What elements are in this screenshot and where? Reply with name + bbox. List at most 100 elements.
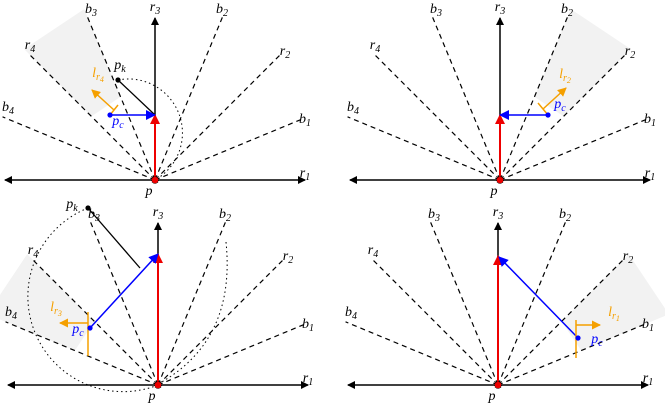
label: r1 (645, 166, 655, 183)
label-sub: 4 (354, 106, 359, 117)
label-sub: c (598, 338, 603, 349)
label: b4 (347, 100, 359, 117)
label-sub: 1 (305, 172, 310, 183)
label-text: b (88, 207, 95, 222)
label: b2 (559, 207, 571, 224)
point (115, 77, 121, 83)
point (107, 112, 113, 118)
label: pc (71, 322, 84, 339)
label-text: b (347, 100, 354, 115)
point (575, 335, 581, 341)
label-sub: 1 (651, 118, 656, 129)
label-text: p (65, 197, 73, 212)
label: p (488, 389, 496, 404)
label-text: r (495, 0, 501, 15)
label-text: b (428, 207, 435, 222)
blue-arrow (89, 253, 159, 329)
dashed-ray (430, 13, 501, 181)
dashed-ray (154, 13, 225, 181)
origin (494, 381, 502, 389)
dashed-ray (499, 52, 628, 181)
label-text: l (559, 67, 563, 82)
label-text: r (643, 371, 649, 386)
label: p (148, 389, 156, 404)
origin (151, 176, 159, 184)
label-sub2: 3 (57, 309, 62, 318)
label-sub: 4 (33, 249, 38, 260)
dotted-arc (159, 241, 228, 384)
label: lr2 (559, 67, 571, 85)
label-sub: 1 (650, 172, 655, 183)
label: r2 (623, 249, 633, 266)
label-sub: c (119, 120, 124, 131)
label-sub: k (73, 203, 78, 214)
label: r1 (300, 166, 310, 183)
label-sub2: 4 (100, 75, 104, 84)
label-text: b (559, 207, 566, 222)
label-sub: 1 (309, 323, 314, 334)
segment (117, 79, 156, 116)
label: r3 (493, 205, 503, 222)
label-sub: 1 (306, 118, 311, 129)
label-sub: c (79, 328, 84, 339)
label: b2 (561, 2, 573, 19)
label: p (490, 184, 498, 199)
label: pc (111, 114, 124, 131)
orange-arrow (91, 89, 115, 111)
label-sub: 4 (352, 311, 357, 322)
dashed-ray (157, 257, 286, 386)
label-text: r (28, 243, 34, 258)
label: pc (590, 332, 603, 349)
point (85, 205, 91, 211)
label: r2 (625, 44, 635, 61)
origin (496, 176, 504, 184)
label-text: b (299, 112, 306, 127)
label-text: b (2, 100, 9, 115)
label: r3 (150, 0, 160, 17)
label-text: l (92, 66, 96, 81)
label: b3 (428, 207, 440, 224)
label-sub: 2 (288, 255, 293, 266)
blue-arrow (498, 256, 579, 339)
label-sub: 3 (94, 213, 100, 224)
label: r3 (153, 205, 163, 222)
label-sub: k (121, 64, 126, 75)
label-text: p (488, 389, 496, 404)
label: b4 (5, 305, 17, 322)
dashed-ray (370, 257, 499, 386)
label-text: r (300, 166, 306, 181)
sector (561, 254, 665, 351)
label-text: r (150, 0, 156, 15)
label-sub: 4 (373, 249, 378, 260)
label-sub: 2 (226, 213, 231, 224)
label-sub: r (563, 73, 567, 84)
label: b1 (299, 112, 311, 129)
label-text: p (71, 322, 79, 337)
point (87, 325, 93, 331)
dashed-ray (2, 116, 156, 181)
label-sub: 4 (375, 44, 380, 55)
label-text: b (219, 207, 226, 222)
label: p (145, 184, 153, 199)
dashed-ray (88, 218, 159, 386)
dashed-ray (372, 52, 501, 181)
label: b4 (345, 305, 357, 322)
label-text: b (85, 2, 92, 17)
label-sub: 3 (497, 211, 503, 222)
label-sub: 2 (568, 8, 573, 19)
label: lr3 (50, 300, 62, 318)
label-text: b (644, 112, 651, 127)
label-sub: 4 (9, 106, 14, 117)
label-sub: 2 (630, 50, 635, 61)
dotted-arc (117, 78, 183, 181)
label: r2 (283, 249, 293, 266)
label-sub2: 1 (616, 314, 620, 323)
dashed-ray (30, 257, 159, 386)
dashed-ray (157, 218, 228, 386)
label: r4 (25, 38, 35, 55)
origin (154, 381, 162, 389)
label-text: b (430, 2, 437, 17)
label-sub: 3 (154, 6, 160, 17)
label: r4 (28, 243, 38, 260)
label-text: p (590, 332, 598, 347)
